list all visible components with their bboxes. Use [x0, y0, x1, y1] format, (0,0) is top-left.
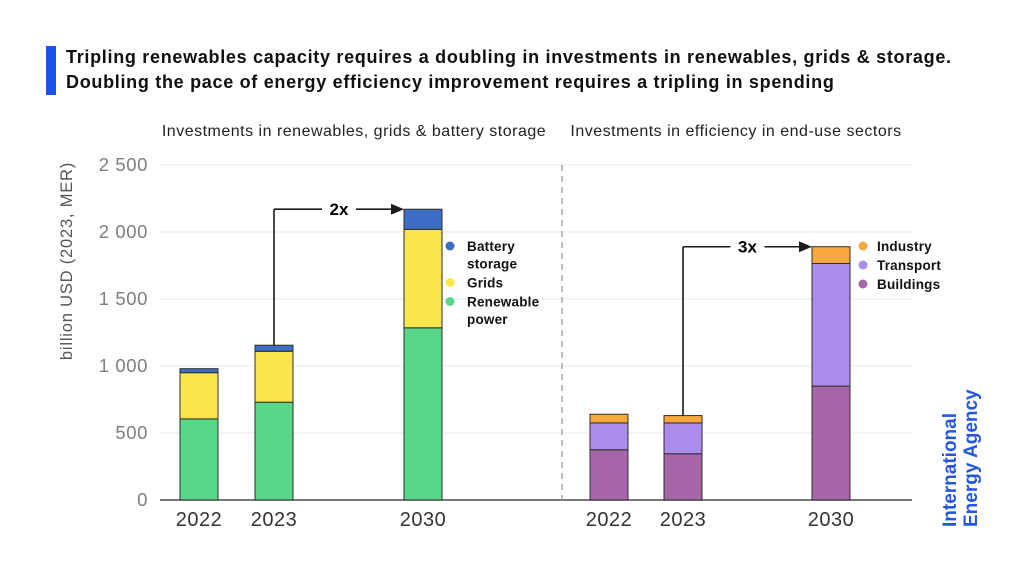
y-axis-title: billion USD (2023, MER): [58, 162, 76, 360]
bar-segment-grids[interactable]: [254, 350, 294, 403]
bar-segment-transport[interactable]: [811, 262, 851, 387]
x-category-label: 2022: [176, 509, 223, 531]
legend-dot-transport: [858, 260, 868, 270]
annotation-multiplier-label: 2x: [330, 200, 349, 219]
bar-segment-industry[interactable]: [589, 413, 629, 424]
y-tick-label: 0: [137, 489, 148, 510]
legend-label[interactable]: Transport: [877, 258, 941, 273]
legend-label[interactable]: Renewable: [467, 295, 540, 310]
legend-label[interactable]: Buildings: [877, 277, 940, 292]
legend-dot-battery-storage: [445, 241, 455, 251]
y-tick-label: 1 000: [99, 355, 148, 376]
y-tick-label: 1 500: [99, 288, 148, 309]
page-title: Tripling renewables capacity requires a …: [66, 45, 1006, 95]
annotation-arrowhead: [799, 241, 812, 253]
bar-segment-buildings[interactable]: [811, 385, 851, 501]
title-accent-bar: [46, 46, 56, 95]
bar-segment-battery-storage[interactable]: [254, 344, 294, 352]
iea-logo-text: International Energy Agency: [940, 389, 982, 527]
bar-segment-transport[interactable]: [589, 422, 629, 451]
legend-dot-renewable-power: [445, 297, 455, 306]
legend-label[interactable]: power: [467, 312, 508, 327]
bar-segment-grids[interactable]: [403, 228, 443, 329]
x-category-label: 2023: [251, 509, 298, 531]
annotation-arrowhead: [391, 203, 404, 215]
y-tick-label: 2 500: [99, 154, 148, 175]
bar-segment-renewable-power[interactable]: [403, 327, 443, 501]
legend-label[interactable]: Industry: [877, 239, 932, 254]
x-category-label: 2030: [808, 509, 855, 531]
x-category-label: 2022: [586, 509, 633, 531]
bar-segment-renewable-power[interactable]: [179, 418, 219, 501]
panel-title: Investments in renewables, grids & batte…: [162, 123, 546, 140]
y-tick-label: 500: [115, 422, 148, 443]
iea-logo-line2: Energy Agency: [961, 389, 982, 527]
bar-segment-renewable-power[interactable]: [254, 401, 294, 501]
bar-segment-industry[interactable]: [811, 246, 851, 264]
panel-title: Investments in efficiency in end-use sec…: [570, 123, 901, 140]
legend-dot-grids: [445, 278, 455, 287]
y-tick-label: 2 000: [99, 221, 148, 242]
page-title-line2: Doubling the pace of energy efficiency i…: [66, 72, 835, 92]
page-title-line1: Tripling renewables capacity requires a …: [66, 47, 952, 67]
bar-segment-buildings[interactable]: [663, 453, 703, 501]
legend-label[interactable]: storage: [467, 257, 517, 272]
legend-label[interactable]: Grids: [467, 276, 503, 291]
bar-segment-grids[interactable]: [179, 372, 219, 420]
annotation-multiplier-label: 3x: [738, 238, 757, 257]
bar-segment-industry[interactable]: [663, 415, 703, 424]
bar-segment-buildings[interactable]: [589, 449, 629, 501]
bar-segment-transport[interactable]: [663, 422, 703, 455]
legend-label[interactable]: Battery: [467, 239, 515, 254]
x-category-label: 2023: [660, 509, 707, 531]
legend-dot-industry: [858, 241, 868, 251]
iea-logo-line1: International: [940, 412, 961, 527]
bar-segment-battery-storage[interactable]: [179, 368, 219, 374]
x-category-label: 2030: [400, 509, 447, 531]
bar-segment-battery-storage[interactable]: [403, 208, 443, 230]
legend-dot-buildings: [858, 279, 868, 289]
